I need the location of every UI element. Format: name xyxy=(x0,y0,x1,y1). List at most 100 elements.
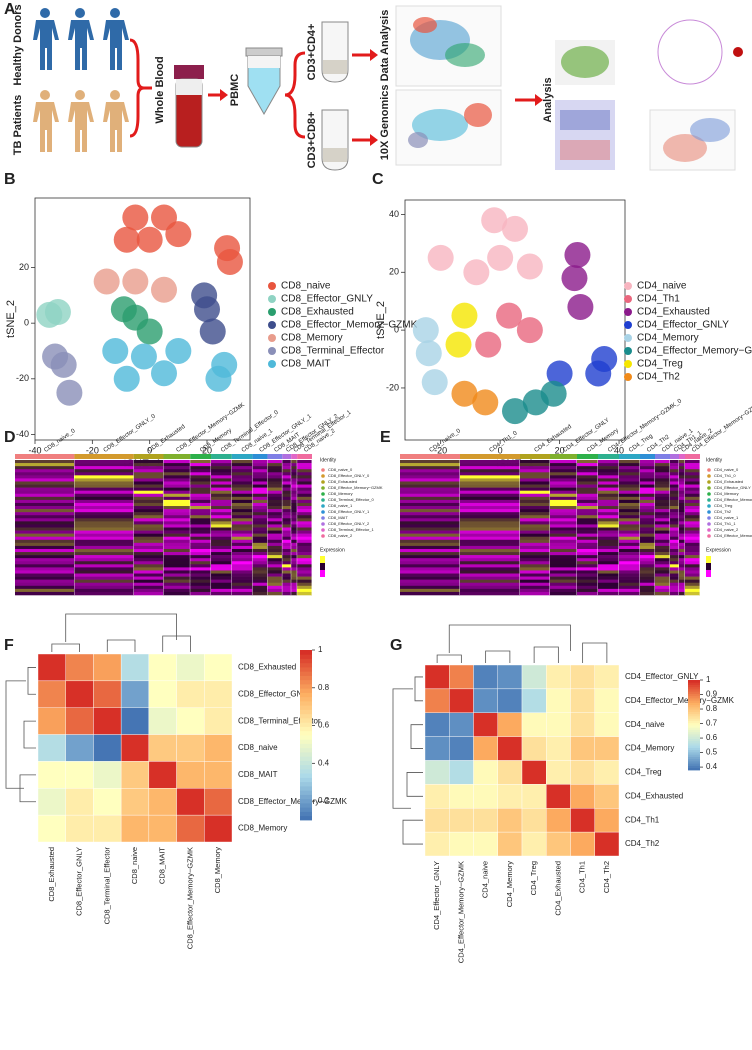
heat-cell xyxy=(521,784,547,809)
heatmap-texture xyxy=(297,475,312,479)
heatmap-texture xyxy=(577,539,598,544)
heatmap-texture xyxy=(550,515,577,519)
colorbar-step xyxy=(688,758,700,762)
y-tick-label: 20 xyxy=(389,267,399,277)
heatmap-texture xyxy=(267,506,283,510)
heatmap-texture xyxy=(655,499,670,504)
heatmap-texture xyxy=(211,521,232,525)
heatmap-texture xyxy=(297,567,312,571)
heatmap-texture xyxy=(400,478,460,482)
heat-cell xyxy=(204,734,233,762)
heatmap-texture xyxy=(163,472,191,476)
heatmap-texture xyxy=(231,487,253,491)
heatmap-texture xyxy=(460,570,520,574)
heatmap-texture xyxy=(670,518,679,522)
y-axis-label: tSNE_2 xyxy=(375,301,387,339)
heatmap-texture xyxy=(133,469,164,473)
legend-label: CD8_MAIT xyxy=(328,515,348,520)
col-label: CD4_Th2 xyxy=(602,861,611,893)
heatmap-texture xyxy=(190,466,212,470)
heatmap-texture xyxy=(163,533,191,538)
legend-label: CD8_Effector_GNLY xyxy=(281,294,373,305)
legend-label: CD8_Exhausted xyxy=(281,307,354,318)
heatmap-texture xyxy=(297,533,312,538)
heatmap-texture xyxy=(190,524,212,528)
heatmap-texture xyxy=(291,469,298,473)
heatmap-texture xyxy=(679,496,685,501)
scale-swatch xyxy=(320,556,325,563)
colorbar-step xyxy=(688,734,700,737)
heatmap-texture xyxy=(598,561,619,565)
heatmap-texture xyxy=(231,463,253,467)
heatmap-texture xyxy=(640,493,655,498)
heatmap-texture xyxy=(577,561,598,565)
heatmap-texture xyxy=(577,478,598,482)
heatmap-texture xyxy=(291,478,298,482)
y-tick-label: 20 xyxy=(19,262,29,272)
heatmap-texture xyxy=(267,588,283,593)
heatmap-texture xyxy=(163,530,191,534)
col-label: CD4_Treg xyxy=(529,861,538,895)
heatmap-texture xyxy=(15,585,75,590)
heat-cell xyxy=(424,736,450,761)
heatmap-texture xyxy=(520,469,550,473)
heatmap-texture xyxy=(74,475,134,479)
heatmap-texture xyxy=(619,496,640,501)
heatmap-texture xyxy=(400,561,460,565)
heatmap-texture xyxy=(685,545,700,550)
heatmap-texture xyxy=(74,558,134,562)
heat-cell xyxy=(497,831,523,857)
col-label: CD4_Effector_GNLY xyxy=(432,861,441,930)
heatmap-texture xyxy=(520,478,550,482)
colorbar-step xyxy=(688,765,700,769)
heatmap-texture xyxy=(267,502,283,507)
heatmap-texture xyxy=(133,564,164,568)
colorbar-step xyxy=(300,811,312,817)
heatmap-texture xyxy=(15,515,75,519)
heatmap-texture xyxy=(267,548,283,553)
heatmap-texture xyxy=(550,582,577,587)
heatmap-texture xyxy=(679,493,685,498)
heatmap-texture xyxy=(252,561,268,565)
heat-cell xyxy=(176,653,205,682)
heatmap-texture xyxy=(74,460,134,464)
heatmap-texture xyxy=(190,496,212,501)
heatmap-texture xyxy=(619,499,640,504)
heatmap-texture xyxy=(685,573,700,577)
heatmap-texture xyxy=(685,518,700,522)
heatmap-texture xyxy=(670,490,679,495)
heatmap-texture xyxy=(577,570,598,574)
heatmap-texture xyxy=(640,542,655,547)
heat-cell xyxy=(521,664,547,690)
heatmap-texture xyxy=(252,591,268,596)
heatmap-texture xyxy=(291,524,298,528)
heatmap-texture xyxy=(133,487,164,491)
group-label: CD4_Effector_Memory−GZMK_1 xyxy=(691,398,752,454)
heatmap-texture xyxy=(400,542,460,547)
heatmap-texture xyxy=(133,585,164,590)
heatmap-texture xyxy=(163,588,191,593)
heatmap-texture xyxy=(190,499,212,504)
heatmap-texture xyxy=(685,555,700,559)
heatmap-texture xyxy=(297,576,312,580)
heatmap-texture xyxy=(685,521,700,525)
heatmap-texture xyxy=(400,555,460,559)
heatmap-texture xyxy=(655,493,670,498)
heat-cell xyxy=(449,688,474,713)
heatmap-texture xyxy=(267,460,283,464)
colorbar-step xyxy=(688,704,700,708)
colorbar-step xyxy=(300,718,312,723)
legend-label: CD4_Th2 xyxy=(637,372,680,383)
heatmap-texture xyxy=(598,484,619,488)
heatmap-texture xyxy=(74,564,134,568)
heatmap-texture xyxy=(211,493,232,498)
heatmap-texture xyxy=(252,585,268,590)
heatmap-texture xyxy=(282,573,292,577)
legend-label: CD4_Th1_0 xyxy=(714,473,736,478)
heatmap-texture xyxy=(231,496,253,501)
heatmap-texture xyxy=(190,545,212,550)
heat-cell xyxy=(521,808,547,833)
heatmap-texture xyxy=(133,515,164,519)
arrow xyxy=(352,53,372,142)
heat-cell xyxy=(570,808,595,833)
